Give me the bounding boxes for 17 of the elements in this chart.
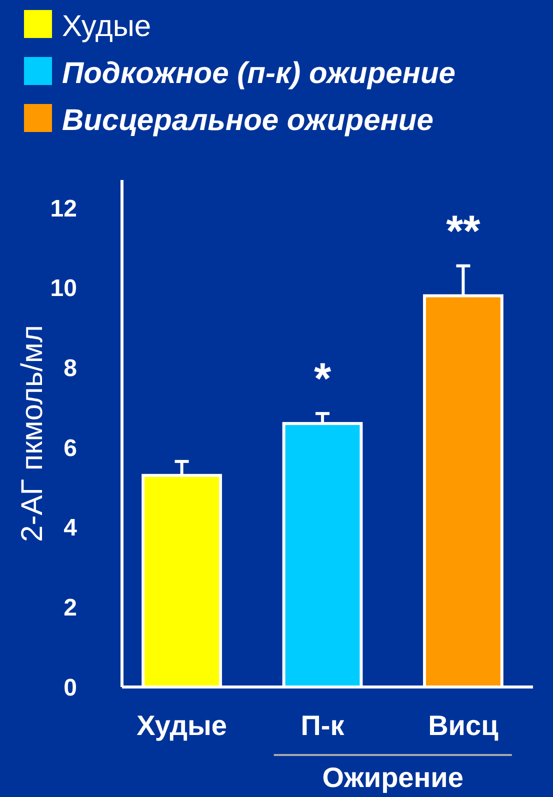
y-axis-title: 2-АГ пкмоль/мл: [16, 325, 49, 542]
annotation: **: [446, 206, 482, 256]
x-tick-label: Худые: [136, 710, 228, 741]
legend-label: Подкожное (п-к) ожирение: [62, 57, 456, 90]
y-tick-label: 4: [64, 514, 78, 542]
y-tick-label: 12: [50, 195, 77, 222]
y-tick-label: 0: [64, 674, 77, 702]
y-tick-label: 10: [50, 275, 77, 302]
y-tick-label: 6: [64, 434, 77, 462]
x-tick-label: П-к: [300, 710, 346, 741]
annotation: *: [314, 354, 332, 404]
y-tick-label: 8: [64, 355, 77, 382]
legend-label: Худые: [62, 10, 152, 43]
x-axis-title: Ожирение: [322, 762, 464, 793]
legend-label: Висцеральное ожирение: [62, 104, 434, 137]
y-tick-label: 2: [64, 594, 77, 622]
x-tick-label: Висц: [428, 710, 498, 741]
